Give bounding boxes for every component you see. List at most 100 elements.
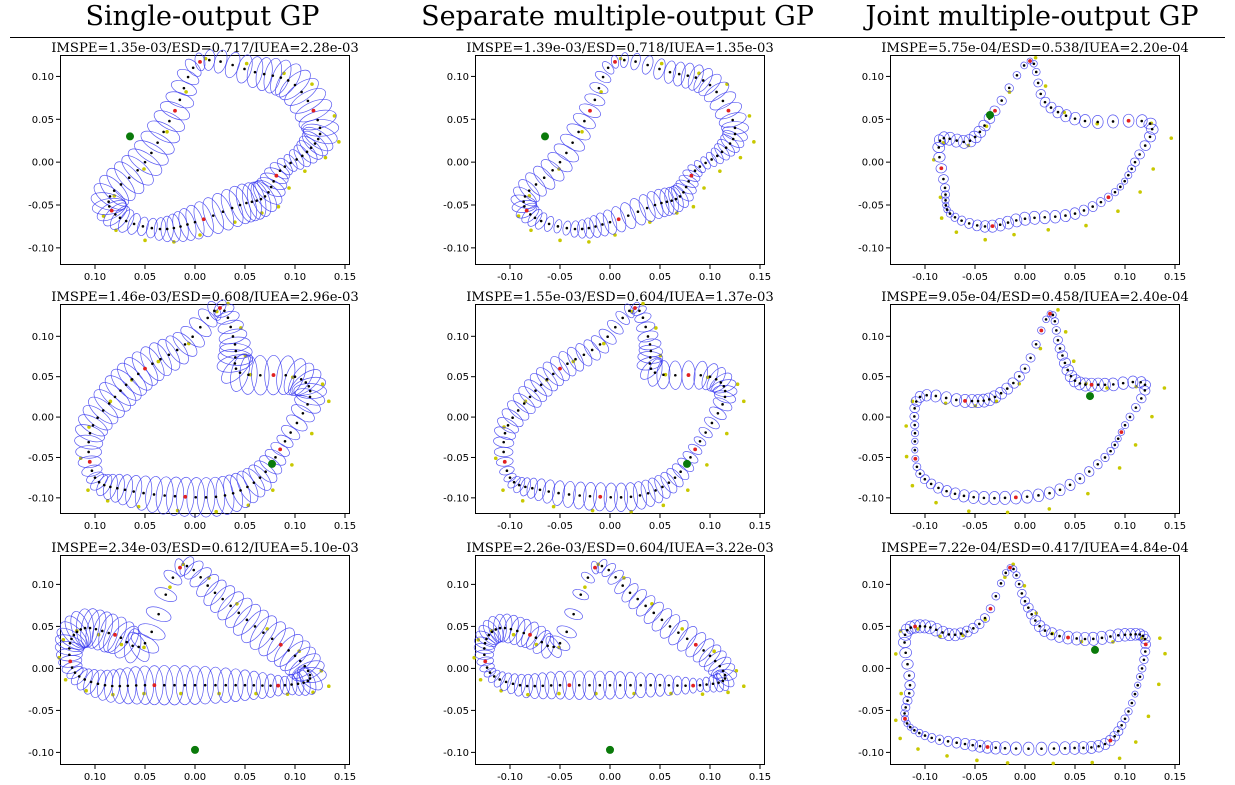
- x-tick-label: -0.05: [962, 272, 988, 283]
- uncertainty-ellipse: [647, 477, 664, 504]
- mean-point: [594, 225, 597, 228]
- mean-point: [1007, 86, 1011, 90]
- mean-point: [1123, 179, 1126, 183]
- mean-point: [619, 496, 623, 499]
- x-tick-label: 0.10: [1114, 772, 1136, 783]
- conditioning-point: [152, 683, 157, 688]
- mean-point: [246, 485, 249, 489]
- mean-point: [685, 637, 689, 641]
- uncertainty-ellipse: [634, 672, 647, 699]
- uncertainty-ellipse: [914, 391, 926, 403]
- mean-point: [283, 683, 287, 687]
- mean-point: [994, 746, 998, 749]
- conditioning-point: [274, 173, 279, 178]
- mean-point: [708, 83, 712, 87]
- mean-point: [945, 489, 948, 493]
- mean-point: [1112, 383, 1115, 386]
- uncertainty-ellipse: [988, 491, 1001, 505]
- uncertainty-ellipse: [921, 389, 932, 402]
- mean-point: [1096, 463, 1100, 466]
- observed-point: [712, 649, 716, 653]
- mean-point: [698, 165, 702, 168]
- x-tick-label: 0.10: [1114, 272, 1136, 283]
- mean-point: [667, 481, 671, 484]
- mean-point: [278, 169, 282, 173]
- conditioning-point: [1039, 328, 1044, 333]
- x-tick-label: 0.00: [599, 772, 621, 783]
- uncertainty-ellipse: [291, 404, 315, 423]
- mean-point: [114, 213, 117, 216]
- mean-point: [173, 494, 177, 498]
- observed-point: [663, 372, 668, 377]
- highlight-marker: [606, 745, 614, 754]
- y-tick-label: 0.10: [447, 332, 469, 343]
- y-tick-label: -0.10: [28, 748, 54, 759]
- mean-point: [504, 680, 508, 684]
- mean-point: [492, 675, 496, 678]
- uncertainty-ellipse: [910, 726, 919, 735]
- mean-point: [577, 130, 580, 134]
- mean-point: [641, 316, 645, 320]
- mean-point: [983, 124, 986, 127]
- uncertainty-ellipse: [1038, 210, 1051, 225]
- uncertainty-ellipse: [941, 190, 950, 199]
- uncertainty-ellipse: [628, 588, 647, 610]
- mean-point: [558, 683, 562, 687]
- mean-point: [667, 684, 671, 687]
- mean-point: [601, 75, 605, 79]
- uncertainty-ellipse: [1107, 114, 1119, 129]
- mean-point: [661, 485, 664, 489]
- uncertainty-ellipse: [288, 653, 321, 679]
- mean-point: [1120, 723, 1123, 727]
- observed-point: [1150, 414, 1154, 419]
- uncertainty-ellipse: [1112, 628, 1125, 643]
- uncertainty-ellipse: [959, 738, 971, 750]
- uncertainty-ellipse: [1121, 177, 1129, 185]
- mean-point: [1073, 117, 1077, 120]
- mean-point: [918, 472, 922, 475]
- observed-point: [142, 167, 146, 171]
- uncertainty-ellipse: [1012, 571, 1021, 580]
- mean-point: [722, 384, 726, 388]
- observed-point: [1011, 562, 1015, 567]
- mean-point: [503, 626, 507, 630]
- uncertainty-ellipse: [196, 666, 214, 705]
- mean-point: [708, 375, 712, 378]
- x-tick-label: 0.00: [184, 521, 206, 532]
- observed-point: [1046, 227, 1051, 232]
- uncertainty-ellipse: [613, 671, 627, 700]
- mean-point: [914, 400, 918, 403]
- mean-point: [534, 183, 538, 186]
- mean-point: [243, 67, 246, 71]
- uncertainty-ellipse: [698, 426, 713, 439]
- mean-point: [906, 699, 909, 702]
- mean-point: [1032, 62, 1036, 66]
- mean-point: [649, 356, 652, 359]
- mean-point: [540, 640, 544, 644]
- x-tick-label: 0.00: [184, 772, 206, 783]
- uncertainty-ellipse: [552, 480, 566, 506]
- uncertainty-ellipse: [1099, 738, 1111, 750]
- mean-point: [182, 86, 186, 90]
- uncertainty-ellipse: [915, 728, 924, 738]
- uncertainty-ellipse: [703, 81, 730, 103]
- mean-point: [274, 456, 277, 459]
- mean-point: [238, 371, 242, 374]
- observed-point: [702, 186, 706, 190]
- uncertainty-ellipse: [972, 219, 983, 232]
- mean-point: [150, 151, 153, 155]
- uncertainty-ellipse: [1048, 741, 1060, 756]
- observed-point: [244, 61, 249, 66]
- mean-point: [1030, 612, 1033, 616]
- uncertainty-ellipse: [1117, 376, 1129, 390]
- observed-point: [63, 677, 68, 682]
- mean-point: [903, 633, 907, 637]
- mean-point: [705, 683, 708, 686]
- mean-point: [636, 210, 640, 214]
- uncertainty-ellipse: [1140, 647, 1151, 656]
- mean-point: [143, 641, 147, 645]
- uncertainty-ellipse: [1060, 109, 1072, 123]
- uncertainty-ellipse: [496, 457, 514, 467]
- mean-point: [1063, 746, 1067, 750]
- mean-point: [528, 395, 532, 399]
